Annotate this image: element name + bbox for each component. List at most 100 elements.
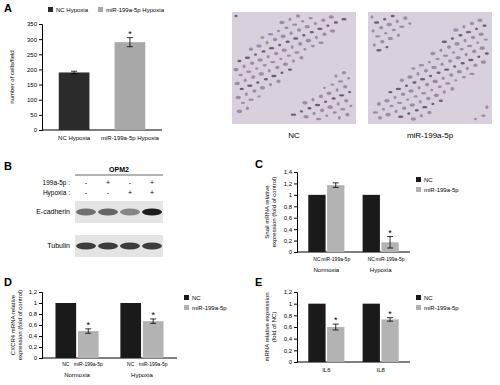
micrograph-cell	[430, 52, 435, 56]
chart: 00,20,40,60,811,2CXCR4 mRNA relativeexpr…	[10, 289, 228, 378]
legend-label: NC	[424, 295, 433, 301]
error-bar-cap	[71, 73, 77, 74]
micrograph-cell	[291, 45, 294, 49]
micrograph-cell	[429, 75, 432, 77]
y-axis-title: mRNA relative expression(fold of NC)	[264, 292, 277, 361]
micrograph-cell	[371, 15, 374, 19]
micrograph-cell	[475, 28, 478, 30]
y-tick: 0,6	[29, 322, 42, 328]
y-tick: 1,2	[29, 289, 42, 295]
micrograph-cell	[398, 116, 403, 118]
blot-band	[120, 243, 140, 250]
micrograph-cell	[318, 42, 323, 44]
y-axis-title-line: mRNA relative expression	[264, 292, 270, 361]
chart: 050100150200250300350number of cells/fie…	[9, 7, 165, 141]
micrograph-cell	[407, 112, 410, 114]
bar	[381, 319, 398, 362]
micrograph-cell	[327, 105, 332, 109]
y-tick-mark	[39, 314, 42, 315]
micrograph-cell	[338, 80, 343, 82]
panel-label: D	[4, 276, 12, 288]
micrograph-cell	[291, 113, 296, 115]
y-axis-line	[39, 25, 43, 131]
micrograph-cell	[299, 56, 303, 60]
micrograph-cell	[303, 115, 308, 119]
micrograph-cell	[342, 71, 346, 75]
micrograph-cell	[284, 27, 288, 29]
micrograph-cell	[391, 15, 395, 17]
micrograph-cell	[412, 81, 416, 83]
y-tick-label: 1	[289, 301, 293, 307]
blot-condition-sign: -	[107, 189, 110, 196]
legend-label: NC	[192, 295, 201, 301]
group-label: IL6	[322, 367, 331, 373]
chart: 00,20,40,60,811,2mRNA relative expressio…	[264, 289, 460, 373]
micrograph-cell	[236, 96, 241, 100]
error-bar-cap	[127, 46, 133, 47]
blot-condition-label: 199a-5p :	[43, 179, 71, 187]
micrograph-cell	[288, 17, 291, 21]
y-tick-label: 150	[27, 82, 38, 88]
micrograph-cell	[411, 67, 415, 69]
legend-label: NC Hypoxia	[56, 7, 89, 13]
legend-entry: miR-199a-5p	[184, 305, 227, 311]
micrograph-cell	[233, 68, 238, 72]
y-tick-mark	[39, 347, 42, 348]
micrograph-cell	[455, 56, 460, 60]
micrograph-cell	[384, 32, 387, 34]
micrograph-cell	[430, 89, 433, 91]
y-tick-label: 1,4	[284, 169, 293, 175]
y-tick: 0	[34, 355, 42, 361]
micrograph-cell	[261, 50, 265, 52]
y-tick: 1,4	[284, 169, 297, 175]
y-axis: 00,20,40,60,811,2	[29, 289, 43, 361]
micrograph-cell	[313, 112, 316, 116]
blot-band	[98, 243, 118, 250]
legend-swatch	[416, 295, 421, 300]
bar-label: NC	[313, 256, 321, 262]
micrograph-cell	[334, 21, 338, 23]
y-tick: 0,2	[284, 238, 297, 244]
micrograph-cell	[268, 69, 271, 73]
y-tick-mark	[39, 39, 42, 40]
micrograph-cell	[244, 79, 247, 83]
micrograph-cell	[408, 22, 411, 24]
error-bar-cap	[150, 323, 156, 324]
legend: NCmiR-199a-5p	[416, 295, 459, 311]
micrograph-cell	[422, 106, 427, 108]
bar	[327, 185, 344, 252]
y-tick: 300	[27, 37, 42, 43]
micrograph-cell	[467, 45, 472, 47]
micrograph-cell	[309, 17, 313, 19]
y-tick-mark	[39, 100, 42, 101]
micrograph-cell	[402, 106, 406, 110]
category-label: miR-199a-5p Hypoxia	[101, 135, 160, 141]
micrograph-cell	[448, 59, 452, 63]
micrograph-cell	[311, 45, 315, 47]
y-tick-label: 0	[289, 249, 293, 255]
micrograph-cell	[301, 20, 304, 22]
micrograph-cell	[234, 82, 239, 86]
bar-label: miR-199a-5p	[321, 256, 350, 262]
micrograph-cell	[316, 118, 321, 120]
micrograph-cell	[293, 37, 298, 39]
y-tick: 0,8	[284, 313, 297, 319]
legend-swatch	[184, 295, 189, 300]
micrograph-cell	[465, 53, 468, 57]
micrograph-cell	[485, 105, 488, 109]
legend-swatch	[416, 305, 421, 310]
y-tick-mark	[39, 115, 42, 116]
micrograph-cell	[279, 21, 284, 25]
micrograph-cell	[373, 111, 378, 113]
micrograph-cell	[333, 111, 337, 113]
blot-condition-sign: -	[85, 189, 88, 196]
micrograph-label: miR-199a-5p	[407, 131, 454, 140]
micrograph-cell	[414, 95, 418, 97]
micrograph-cell	[292, 23, 297, 25]
error-bar	[387, 237, 393, 248]
group-label: Normoxia	[313, 267, 339, 273]
micrograph-cell	[305, 25, 310, 29]
error-bar-cap	[85, 333, 91, 334]
micrograph-cell	[347, 77, 350, 79]
bar	[308, 304, 325, 362]
